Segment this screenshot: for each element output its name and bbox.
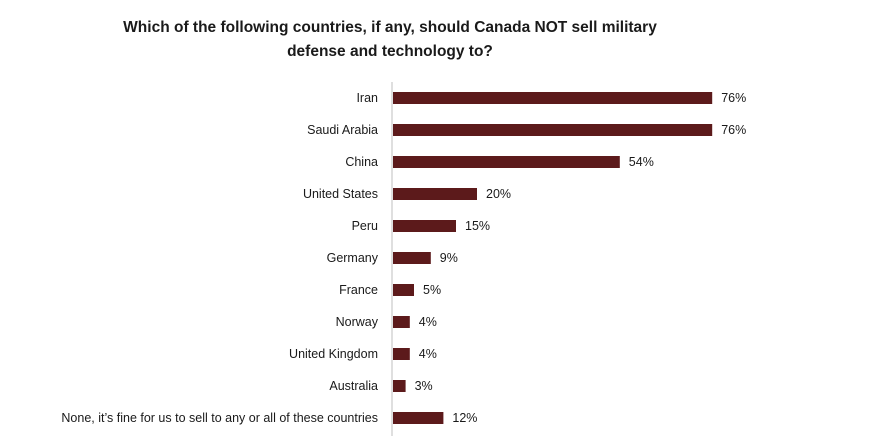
category-label: Peru: [352, 219, 378, 233]
bar: [393, 380, 406, 392]
value-label: 20%: [486, 187, 511, 201]
bar: [393, 412, 444, 424]
category-label: Australia: [329, 379, 378, 393]
value-label: 3%: [415, 379, 433, 393]
value-label: 9%: [440, 251, 458, 265]
bar: [393, 156, 620, 168]
bar: [393, 124, 713, 136]
category-label: Norway: [336, 315, 379, 329]
category-label: Saudi Arabia: [307, 123, 378, 137]
bar: [393, 284, 414, 296]
bar: [393, 252, 431, 264]
category-label: United Kingdom: [289, 347, 378, 361]
bar: [393, 92, 713, 104]
value-label: 15%: [465, 219, 490, 233]
value-label: 12%: [452, 411, 477, 425]
value-label: 76%: [721, 91, 746, 105]
category-label: None, it’s fine for us to sell to any or…: [61, 411, 378, 425]
value-label: 54%: [629, 155, 654, 169]
chart-title-line-2: defense and technology to?: [287, 43, 493, 60]
category-label: France: [339, 283, 378, 297]
chart-title: Which of the following countries, if any…: [60, 16, 720, 64]
chart-title-line-1: Which of the following countries, if any…: [123, 19, 657, 36]
bar: [393, 220, 456, 232]
category-label: United States: [303, 187, 378, 201]
bar: [393, 188, 477, 200]
bar: [393, 348, 410, 360]
value-label: 4%: [419, 347, 437, 361]
value-label: 4%: [419, 315, 437, 329]
category-label: Iran: [356, 91, 378, 105]
value-label: 76%: [721, 123, 746, 137]
value-label: 5%: [423, 283, 441, 297]
bar: [393, 316, 410, 328]
category-label: China: [345, 155, 378, 169]
category-label: Germany: [327, 251, 379, 265]
